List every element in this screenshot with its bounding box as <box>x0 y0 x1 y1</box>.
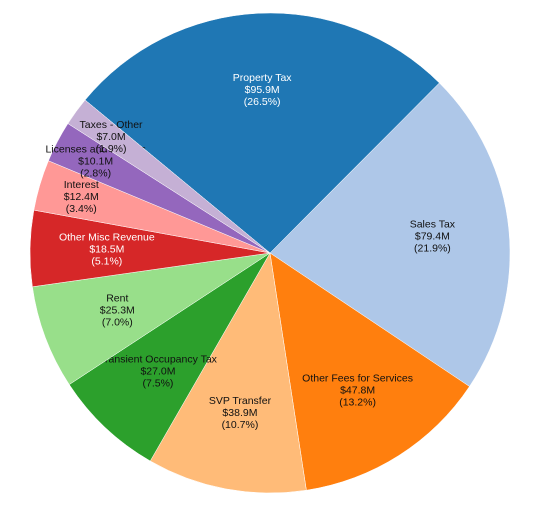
slice-percent-label: (10.7%) <box>222 419 259 431</box>
slice-value-label: $7.0M <box>96 131 125 143</box>
slice-percent-label: (1.9%) <box>96 143 127 155</box>
pie-slice <box>269 82 511 387</box>
slice-label: Sales Tax <box>410 219 456 231</box>
slice-percent-label: (3.4%) <box>66 203 97 215</box>
pie-slice <box>84 12 440 254</box>
slice-percent-label: (7.5%) <box>142 377 173 389</box>
slice-value-label: $12.4M <box>64 191 99 203</box>
slice-label: Interest <box>64 179 99 191</box>
pie-slice <box>68 252 271 462</box>
slice-label: Property Tax <box>233 72 292 84</box>
slice-value-label: $79.4M <box>415 231 450 243</box>
slice-value-label: $25.3M <box>100 304 135 316</box>
slice-label: Other Misc Revenue <box>59 232 155 244</box>
pie-slice <box>32 252 271 385</box>
pie-slice <box>67 99 271 254</box>
slice-value-label: $18.5M <box>89 244 124 256</box>
slice-percent-label: (13.2%) <box>339 396 376 408</box>
slice-percent-label: (26.5%) <box>244 96 281 108</box>
slice-percent-label: (2.8%) <box>80 168 111 180</box>
pie-slice <box>269 252 470 491</box>
slice-value-label: $38.9M <box>222 407 257 419</box>
slice-value-label: $47.8M <box>340 384 375 396</box>
slice-value-label: $95.9M <box>245 84 280 96</box>
slice-value-label: $10.1M <box>78 156 113 168</box>
slice-percent-label: (7.0%) <box>102 316 133 328</box>
pie-slice <box>149 252 307 494</box>
slice-label: Taxes - Other <box>80 119 144 131</box>
slice-percent-label: (21.9%) <box>414 243 451 255</box>
slice-label: Rent <box>106 292 128 304</box>
slice-value-label: $27.0M <box>140 365 175 377</box>
slice-label: Transient Occupancy Tax <box>99 353 218 365</box>
slice-percent-label: (5.1%) <box>91 256 122 268</box>
slice-label: Other Fees for Services <box>302 372 413 384</box>
slice-label: SVP Transfer <box>209 395 272 407</box>
